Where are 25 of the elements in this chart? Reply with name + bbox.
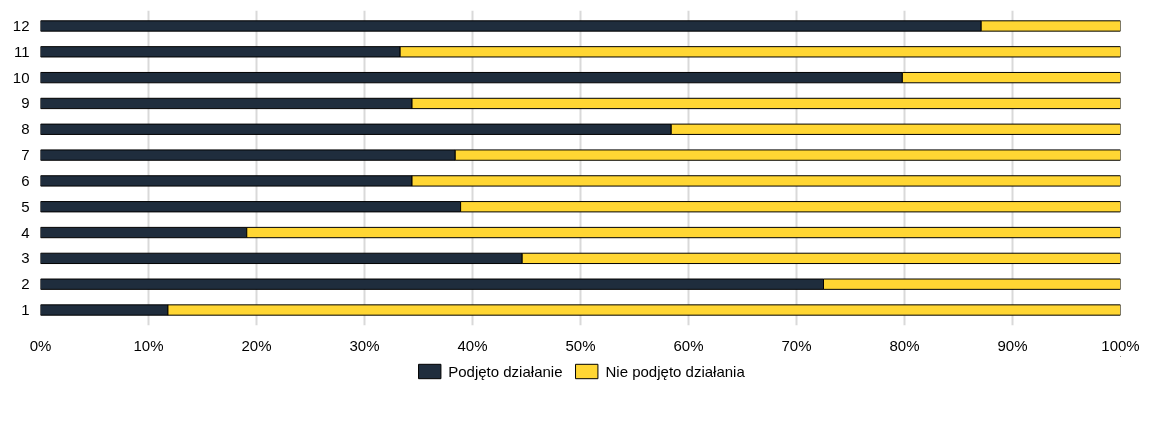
legend-label: Podjęto działanie (448, 362, 563, 380)
x-tick-label: 70% (781, 336, 812, 354)
y-tick-label: 10 (12, 68, 30, 86)
y-tick-label: 6 (21, 171, 30, 189)
y-tick-label: 2 (21, 275, 30, 293)
y-tick-label: 7 (21, 146, 30, 164)
x-tick-label: 100% (1101, 336, 1140, 354)
x-tick-label: 40% (457, 336, 488, 354)
y-tick-label: 11 (13, 42, 30, 60)
x-tick-label: 90% (997, 336, 1028, 354)
y-tick-label: 1 (21, 301, 30, 319)
x-tick-label: 50% (565, 336, 596, 354)
y-tick-label: 9 (21, 94, 30, 112)
x-tick-label: 30% (349, 336, 380, 354)
x-tick-label: 60% (673, 336, 704, 354)
y-tick-label: 4 (21, 223, 30, 241)
x-tick-label: 20% (241, 336, 272, 354)
y-tick-label: 5 (21, 197, 30, 215)
y-tick-label: 8 (21, 120, 30, 138)
x-tick-label: 80% (889, 336, 920, 354)
x-tick-label: 0% (29, 336, 52, 354)
x-tick-label: 10% (133, 336, 164, 354)
legend-label: Nie podjęto działania (605, 362, 745, 380)
y-tick-label: 12 (12, 16, 30, 34)
y-tick-label: 3 (21, 249, 30, 267)
